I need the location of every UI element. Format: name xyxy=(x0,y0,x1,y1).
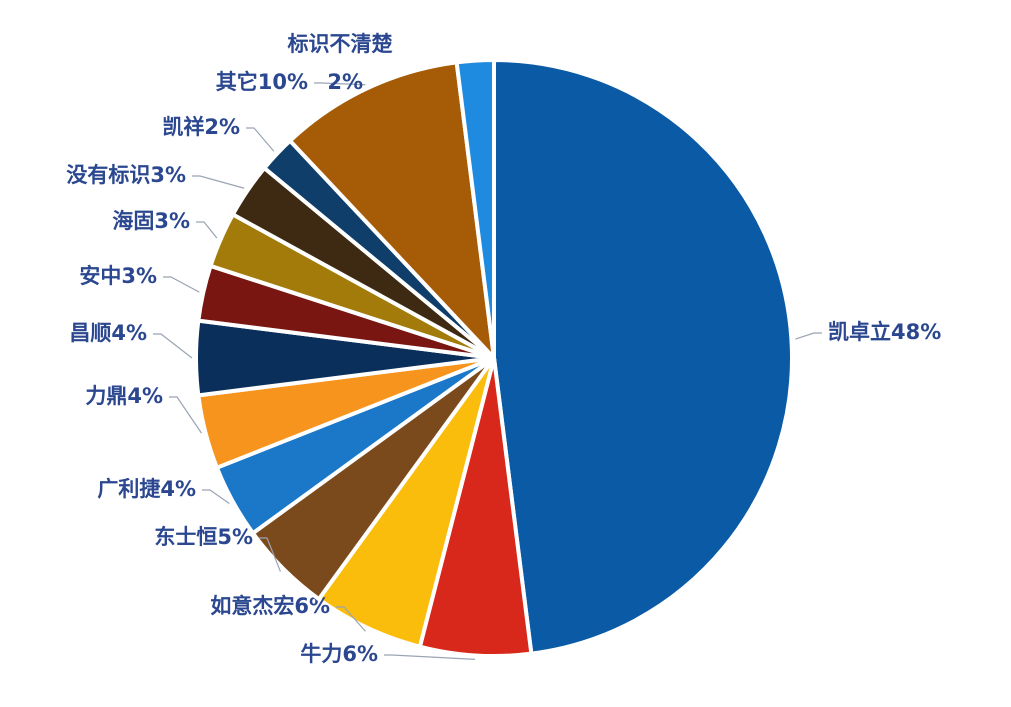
slice-label: 标识不清楚 xyxy=(288,32,393,56)
slice-value-label: 3% xyxy=(150,163,186,187)
leader-line xyxy=(314,82,366,86)
slice-category: 广利捷 xyxy=(97,477,160,501)
slice-label: 没有标识3% xyxy=(66,163,186,187)
leader-line xyxy=(196,221,218,239)
slice-category: 安中 xyxy=(79,264,121,288)
slice-label: 牛力6% xyxy=(300,642,378,666)
slice-value-label: 4% xyxy=(160,477,196,501)
slice-category: 昌顺 xyxy=(69,321,111,345)
slice-label: 力鼎4% xyxy=(85,384,163,408)
leader-line xyxy=(153,333,193,359)
slice-value-label: 4% xyxy=(111,321,147,345)
slice-label: 昌顺4% xyxy=(69,321,147,345)
slice-value-label: 48% xyxy=(891,320,941,344)
slice-value-label: 6% xyxy=(294,594,330,618)
slice-value-label: 10% xyxy=(258,70,308,94)
slice-category: 凯祥 xyxy=(162,115,204,139)
slice-category: 没有标识 xyxy=(66,163,150,187)
slice-label: 海固3% xyxy=(112,209,190,233)
pie-slice xyxy=(492,57,794,656)
leader-line xyxy=(336,606,366,632)
leader-line xyxy=(163,276,200,293)
slice-label: 东士恒5% xyxy=(154,525,253,549)
slice-category: 东士恒 xyxy=(154,525,217,549)
slice-value-label: 2% xyxy=(204,115,240,139)
leader-line xyxy=(169,396,202,434)
leader-line xyxy=(192,175,245,189)
slice-value-label: 5% xyxy=(217,525,253,549)
slice-value-label: 3% xyxy=(121,264,157,288)
slice-category: 牛力 xyxy=(300,642,342,666)
leader-line xyxy=(795,332,822,340)
slice-value-label: 4% xyxy=(127,384,163,408)
slice-category: 如意杰宏 xyxy=(210,594,294,618)
leader-line xyxy=(384,654,476,661)
slice-label: 其它10% xyxy=(216,70,308,94)
slice-label: 凯卓立48% xyxy=(828,320,941,344)
leader-line xyxy=(246,127,275,152)
slice-label: 凯祥2% xyxy=(162,115,240,139)
slice-label: 如意杰宏6% xyxy=(210,594,330,618)
pie-slice xyxy=(454,57,496,359)
slice-label: 广利捷4% xyxy=(97,477,196,501)
pie-slice xyxy=(287,60,497,364)
slice-category: 凯卓立 xyxy=(828,320,891,344)
leader-line xyxy=(202,489,230,504)
slice-category: 力鼎 xyxy=(85,384,127,408)
slice-value-label: 2% xyxy=(327,70,363,94)
slice-category: 海固 xyxy=(112,209,154,233)
leader-line xyxy=(259,537,282,572)
slice-category: 其它 xyxy=(216,70,258,94)
slice-value-label: 6% xyxy=(342,642,378,666)
slice-label: 安中3% xyxy=(79,264,157,288)
slice-value-label: 3% xyxy=(154,209,190,233)
